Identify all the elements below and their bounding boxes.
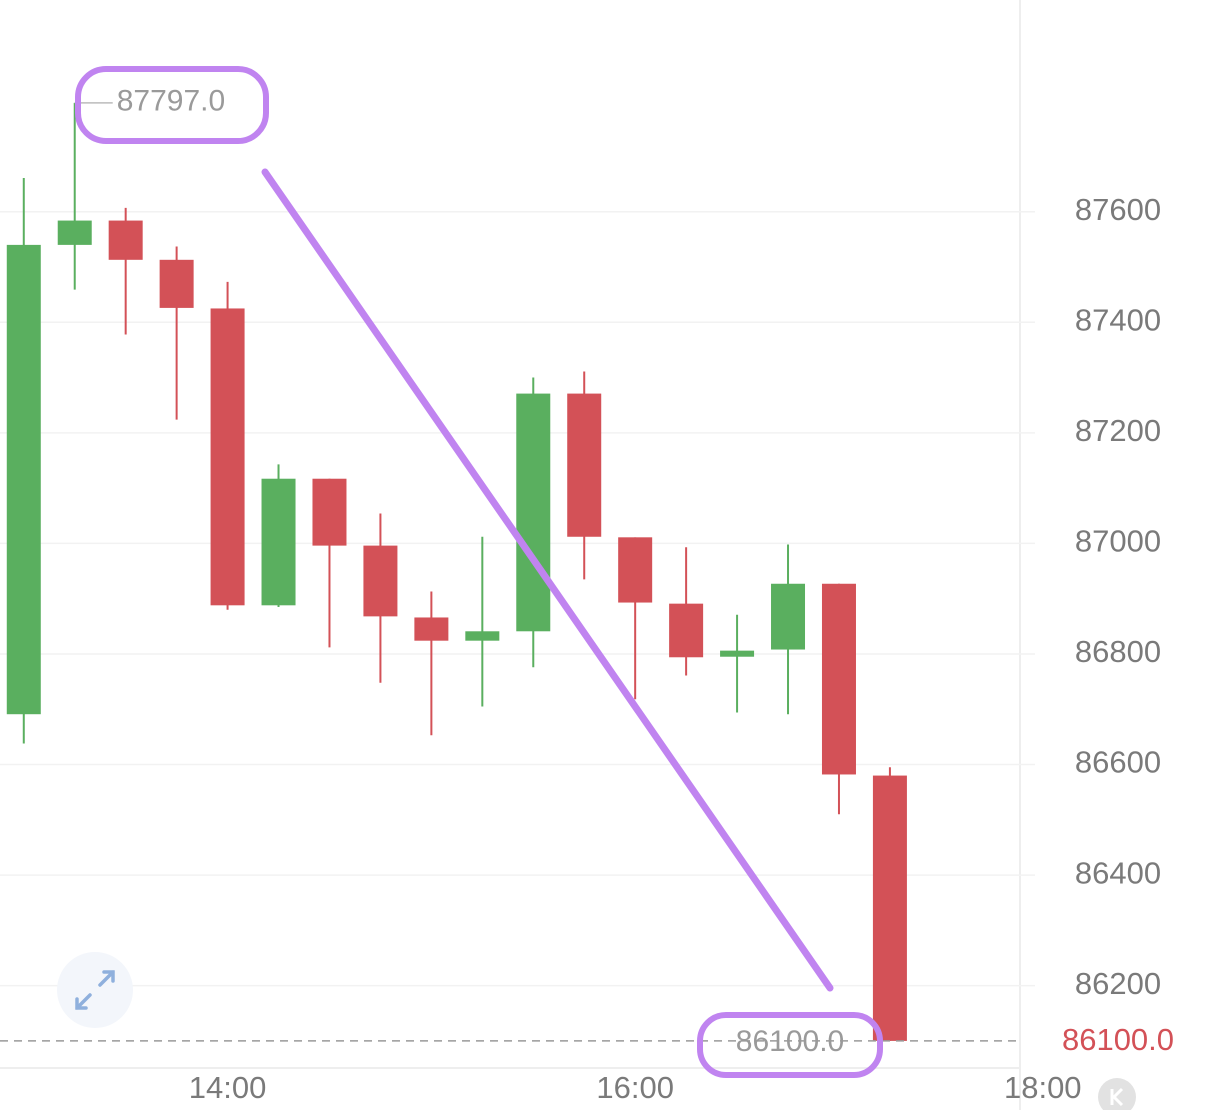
y-tick-label: 86400 xyxy=(1075,855,1161,890)
candle-body xyxy=(516,393,551,632)
min-label: 86100.0 xyxy=(736,1025,844,1058)
x-tick-label: 14:00 xyxy=(189,1070,267,1105)
max-label: 87797.0 xyxy=(117,85,225,118)
candle-body xyxy=(363,545,398,617)
y-tick-label: 87600 xyxy=(1075,192,1161,227)
candle-body xyxy=(261,478,296,606)
expand-button-bg[interactable] xyxy=(57,952,133,1028)
candle-body xyxy=(6,244,41,715)
candle-body xyxy=(57,220,92,245)
candle-body xyxy=(720,650,755,657)
candle-body xyxy=(465,631,500,641)
y-tick-label: 87200 xyxy=(1075,413,1161,448)
x-tick-label: 16:00 xyxy=(596,1070,674,1105)
candles xyxy=(6,102,907,1041)
candle-body xyxy=(210,308,245,606)
candle-body xyxy=(108,220,143,260)
candle-body xyxy=(618,537,653,603)
candle-body xyxy=(567,393,602,537)
last-price-label: 86100.0 xyxy=(1062,1022,1174,1057)
y-tick-label: 86600 xyxy=(1075,745,1161,780)
scroll-left-button[interactable] xyxy=(1098,1078,1136,1110)
y-tick-label: 87400 xyxy=(1075,302,1161,337)
scroll-left-icon[interactable] xyxy=(1110,1087,1124,1107)
expand-icon[interactable] xyxy=(75,970,115,1010)
candle-body xyxy=(159,259,194,308)
candle-body xyxy=(821,583,856,775)
highlight-high xyxy=(75,66,269,144)
labels: 86200 86400 86600 86800 87000 87200 87400 87600… xyxy=(0,85,1196,1105)
grid xyxy=(0,210,1035,987)
y-tick-label: 87000 xyxy=(1075,524,1161,559)
candle-body xyxy=(414,617,449,641)
candle-body xyxy=(872,775,907,1041)
candle-body xyxy=(771,583,806,650)
highlight-low xyxy=(697,1012,883,1078)
y-tick-label: 86800 xyxy=(1075,634,1161,669)
expand-button[interactable] xyxy=(57,952,133,1028)
last-price-bg xyxy=(1040,1018,1196,1063)
y-tick-label: 86200 xyxy=(1075,966,1161,1001)
trend-drawing xyxy=(261,168,834,992)
x-tick-label: 18:00 xyxy=(1004,1070,1082,1105)
candle-body xyxy=(312,478,347,546)
candle-body xyxy=(669,603,704,658)
